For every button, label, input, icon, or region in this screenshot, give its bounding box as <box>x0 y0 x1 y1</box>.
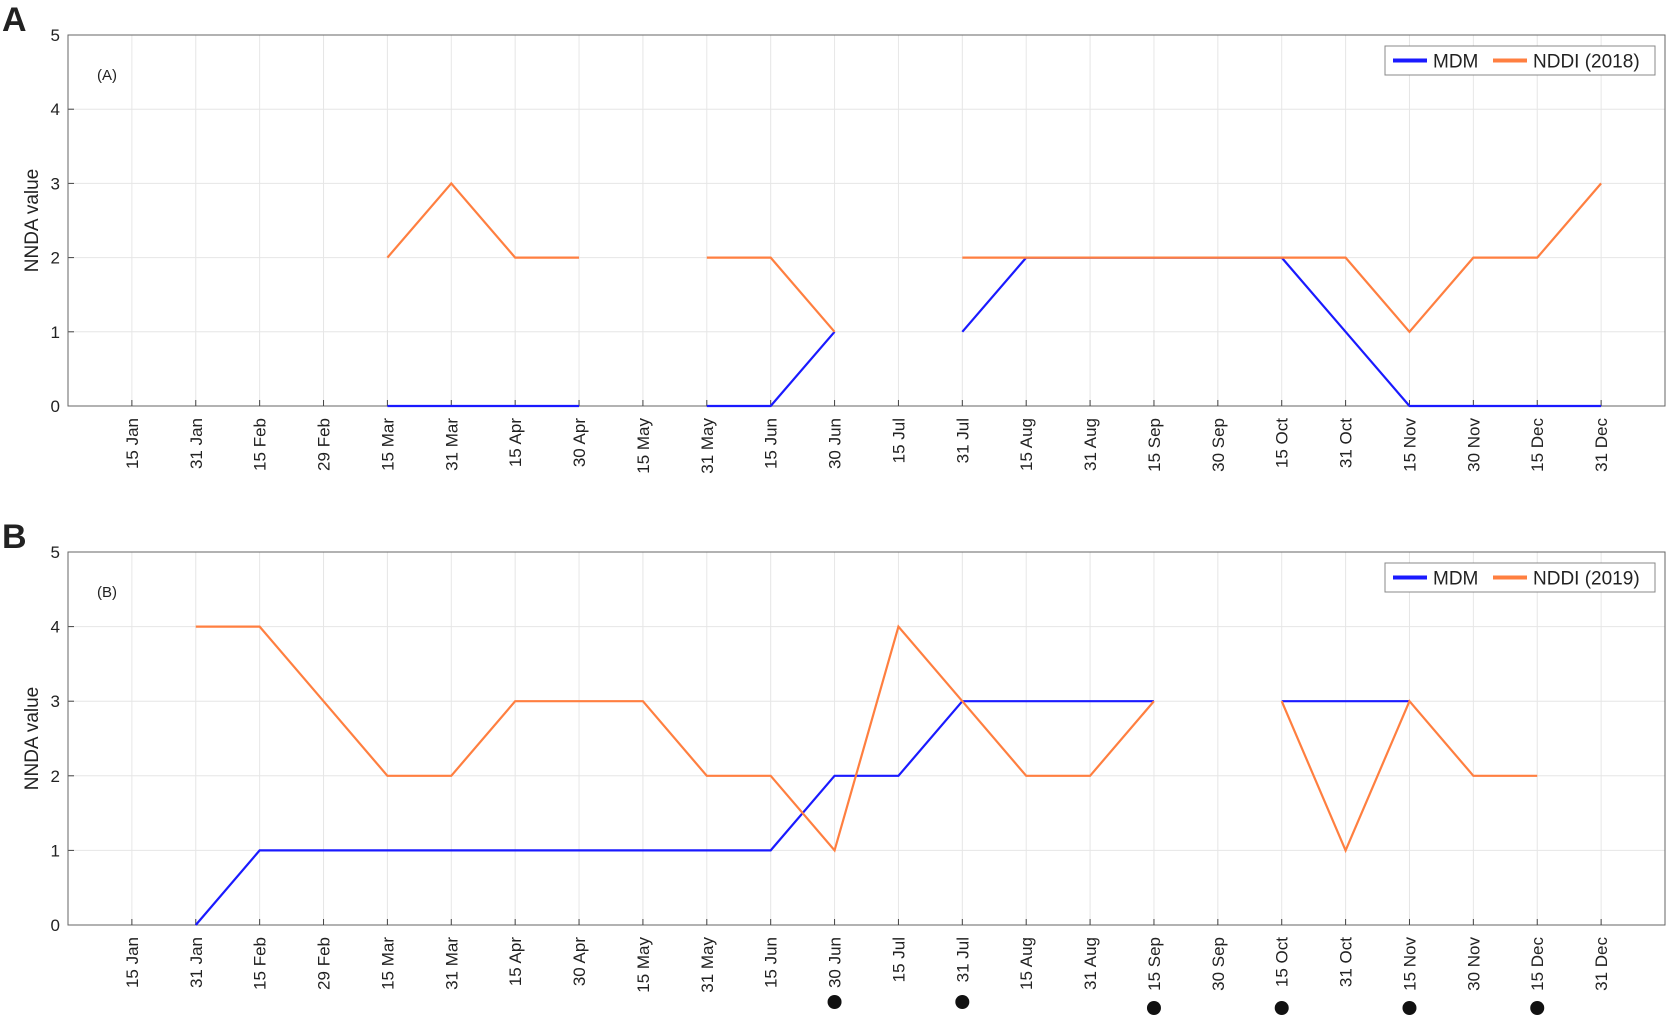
legend-label: MDM <box>1433 569 1478 590</box>
x-tick-label: 15 Apr <box>506 418 525 467</box>
plot-frame <box>67 551 1666 926</box>
x-tick-label: 31 Mar <box>442 937 461 990</box>
x-tick-label: 15 May <box>634 418 653 474</box>
x-tick-label: 31 Jul <box>953 937 972 982</box>
marker-dot <box>1402 1001 1417 1015</box>
x-tick-label: 15 Sep <box>1145 418 1164 472</box>
x-tick-label: 29 Feb <box>315 418 334 471</box>
x-tick-label: 31 May <box>698 937 717 993</box>
legend: MDM NDDI (2018) <box>1384 45 1656 76</box>
x-tick-label: 15 Feb <box>251 937 270 990</box>
legend-label: NDDI (2018) <box>1533 52 1640 73</box>
marker-dot <box>827 995 842 1009</box>
x-tick-label: 15 Jan <box>123 937 142 988</box>
x-tick-label: 15 Nov <box>1400 418 1419 472</box>
x-tick-label: 31 Mar <box>442 418 461 471</box>
annotation: (A) <box>97 67 117 84</box>
x-tick-label: 15 Nov <box>1400 937 1419 991</box>
x-tick-label: 15 Oct <box>1273 418 1292 468</box>
marker-dot <box>955 995 970 1009</box>
legend-label: MDM <box>1433 52 1478 73</box>
x-tick-label: 15 Dec <box>1528 418 1547 472</box>
plot-frame <box>67 34 1666 407</box>
x-tick-label: 31 Aug <box>1081 418 1100 471</box>
x-tick-label: 31 Dec <box>1592 418 1611 472</box>
x-tick-label: 31 Dec <box>1592 937 1611 991</box>
x-tick-label: 30 Jun <box>826 418 845 469</box>
y-tick-label: 2 <box>51 249 60 268</box>
x-tick-label: 31 Aug <box>1081 937 1100 990</box>
x-tick-label: 30 Apr <box>570 937 589 986</box>
legend-label: NDDI (2019) <box>1533 569 1640 590</box>
series-line <box>194 700 1410 926</box>
x-tick-label: 15 Mar <box>378 418 397 471</box>
x-tick-label: 30 Sep <box>1209 418 1228 472</box>
y-tick-label: 5 <box>51 26 60 45</box>
marker-dot <box>1146 1001 1161 1015</box>
x-tick-label: 15 Aug <box>1017 418 1036 471</box>
x-tick-label: 15 Aug <box>1017 937 1036 990</box>
x-tick-label: 31 May <box>698 418 717 474</box>
y-tick-label: 3 <box>51 692 60 711</box>
y-tick-label: 4 <box>51 100 60 119</box>
x-tick-label: 15 Jul <box>889 418 908 463</box>
x-tick-label: 15 Jun <box>762 937 781 988</box>
marker-dot <box>1530 1001 1545 1015</box>
x-tick-label: 29 Feb <box>315 937 334 990</box>
x-tick-label: 30 Apr <box>570 418 589 467</box>
y-axis-label: NNDA value <box>22 169 43 273</box>
x-tick-label: 15 Feb <box>251 418 270 471</box>
x-tick-label: 31 Jan <box>187 418 206 469</box>
y-axis-label: NNDA value <box>22 687 43 791</box>
panel-label: A <box>2 1 27 39</box>
x-tick-label: 31 Oct <box>1337 418 1356 468</box>
x-tick-label: 31 Jan <box>187 937 206 988</box>
series-line <box>386 181 1602 334</box>
y-tick-label: 0 <box>51 916 60 935</box>
x-tick-label: 15 Mar <box>378 937 397 990</box>
annotation: (B) <box>97 584 117 601</box>
x-tick-label: 15 Jul <box>889 937 908 982</box>
x-tick-label: 30 Nov <box>1464 418 1483 472</box>
x-tick-label: 15 Jun <box>762 418 781 469</box>
legend-box <box>1384 45 1656 76</box>
y-tick-label: 0 <box>51 397 60 416</box>
x-tick-label: 15 Sep <box>1145 937 1164 991</box>
y-tick-label: 1 <box>51 323 60 342</box>
x-tick-label: 15 Dec <box>1528 937 1547 991</box>
x-tick-label: 30 Nov <box>1464 937 1483 991</box>
x-tick-label: 15 Apr <box>506 937 525 986</box>
panel-label: B <box>2 518 27 556</box>
y-tick-label: 4 <box>51 618 60 637</box>
y-tick-label: 2 <box>51 767 60 786</box>
x-tick-label: 30 Sep <box>1209 937 1228 991</box>
x-tick-label: 15 Jan <box>123 418 142 469</box>
x-tick-label: 30 Jun <box>826 937 845 988</box>
series-line <box>195 624 1538 854</box>
x-tick-label: 15 Oct <box>1273 937 1292 987</box>
x-tick-label: 31 Oct <box>1337 937 1356 987</box>
legend: MDM NDDI (2019) <box>1384 562 1656 593</box>
x-tick-label: 31 Jul <box>953 418 972 463</box>
y-tick-label: 3 <box>51 174 60 193</box>
y-tick-label: 5 <box>51 543 60 562</box>
y-tick-label: 1 <box>51 841 60 860</box>
x-tick-label: 15 May <box>634 937 653 993</box>
marker-dot <box>1274 1001 1289 1015</box>
